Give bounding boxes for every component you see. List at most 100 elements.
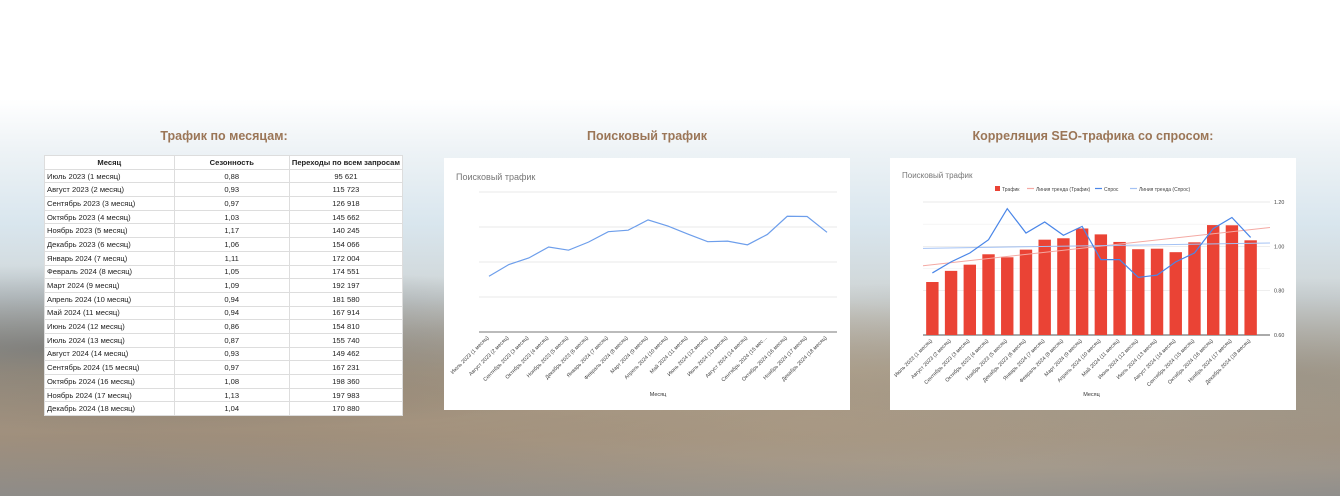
header-month: Месяц (44, 155, 175, 170)
cell-seasonality: 0,93 (173, 346, 290, 362)
traffic-bar (1206, 225, 1220, 335)
table-row: Ноябрь 2024 (17 месяц) 1,13 197 983 (44, 387, 404, 403)
chart-title: Поисковый трафик (902, 171, 973, 180)
traffic-bar (1169, 252, 1182, 335)
cell-month: Май 2024 (11 месяц) (44, 305, 175, 321)
cell-seasonality: 1,13 (173, 387, 290, 403)
table-row: Сентябрь 2023 (3 месяц) 0,97 126 918 (44, 196, 404, 211)
traffic-bar (1001, 257, 1014, 335)
traffic-bar (1188, 242, 1201, 335)
table-row: Май 2024 (11 месяц) 0,94 167 914 (44, 305, 404, 321)
right-y-tick-label: 0.60 (1274, 333, 1284, 339)
cell-clicks: 167 231 (288, 360, 404, 375)
combo-section-title: Корреляция SEO-трафика со спросом: (972, 129, 1214, 143)
cell-clicks: 149 462 (288, 346, 404, 362)
cell-month: Сентябрь 2023 (3 месяц) (44, 196, 175, 211)
traffic-bar (1075, 228, 1089, 335)
traffic-bar (982, 254, 995, 335)
table-row: Декабрь 2023 (6 месяц) 1,06 154 066 (44, 237, 404, 252)
line-chart-card: Поисковый трафик Июль 2023 (1 месяц) Авгус… (444, 158, 850, 410)
cell-month: Ноябрь 2023 (5 месяц) (44, 223, 175, 239)
cell-seasonality: 0,94 (173, 305, 290, 321)
cell-seasonality: 0,97 (173, 360, 290, 375)
cell-clicks: 95 621 (288, 168, 404, 184)
table-row: Апрель 2024 (10 месяц) 0,94 181 580 (44, 291, 404, 307)
table-row: Октябрь 2024 (16 месяц) 1,08 198 360 (44, 374, 404, 389)
cell-clicks: 197 983 (288, 387, 404, 403)
cell-clicks: 155 740 (288, 332, 404, 348)
cell-seasonality: 1,03 (173, 209, 290, 225)
cell-month: Июнь 2024 (12 месяц) (44, 319, 175, 334)
cell-seasonality: 0,86 (173, 319, 290, 334)
cell-clicks: 140 245 (288, 223, 404, 239)
cell-month: Январь 2024 (7 месяц) (44, 250, 175, 266)
traffic-bar (1094, 234, 1108, 335)
traffic-bar (1244, 240, 1257, 335)
legend-label: Линия тренда (Спрос) (1139, 187, 1190, 193)
line-section-title: Поисковый трафик (586, 129, 708, 143)
cell-month: Декабрь 2024 (18 месяц) (44, 401, 175, 417)
traffic-bar (1150, 248, 1164, 335)
cell-clicks: 167 914 (288, 305, 404, 321)
legend-label: Трафик (1002, 187, 1020, 193)
traffic-bar (1113, 241, 1126, 335)
cell-seasonality: 0,97 (173, 196, 290, 211)
table-row: Июль 2023 (1 месяц) 0,88 95 621 (44, 168, 404, 184)
cell-month: Июль 2024 (13 месяц) (44, 332, 175, 348)
cell-month: Июль 2023 (1 месяц) (44, 168, 175, 184)
x-tick-label: Июль 2023 (1 месяц) (450, 335, 491, 376)
cell-clicks: 170 880 (288, 401, 404, 417)
table-row: Июнь 2024 (12 месяц) 0,86 154 810 (44, 319, 404, 334)
cell-seasonality: 0,94 (173, 291, 290, 307)
cell-clicks: 115 723 (288, 182, 404, 198)
table-row: Октябрь 2023 (4 месяц) 1,03 145 662 (44, 209, 404, 225)
cell-clicks: 192 197 (288, 278, 404, 293)
legend-label: Спрос (1104, 187, 1119, 193)
cell-clicks: 181 580 (288, 291, 404, 307)
cell-clicks: 198 360 (288, 374, 404, 389)
cell-seasonality: 1,04 (173, 401, 290, 417)
legend-swatch (995, 186, 1000, 191)
legend-label: Линия тренда (Трафик) (1036, 187, 1091, 193)
table-row: Июль 2024 (13 месяц) 0,87 155 740 (44, 332, 404, 348)
cell-clicks: 154 810 (288, 319, 404, 334)
traffic-line (488, 215, 828, 277)
demand-trendline (922, 242, 1271, 249)
cell-month: Март 2024 (9 месяц) (44, 278, 175, 293)
cell-seasonality: 1,08 (173, 374, 290, 389)
cell-month: Октябрь 2024 (16 месяц) (44, 374, 175, 389)
x-axis-title: Месяц (650, 392, 667, 398)
right-y-tick-label: 1.20 (1274, 200, 1284, 206)
table-row: Август 2024 (14 месяц) 0,93 149 462 (44, 346, 404, 362)
traffic-bar (1057, 238, 1070, 335)
table-row: Декабрь 2024 (18 месяц) 1,04 170 880 (44, 401, 404, 417)
x-tick-label: Май 2024 (11 месяц) (648, 334, 689, 375)
table-row: Август 2023 (2 месяц) 0,93 115 723 (44, 182, 404, 198)
x-axis-title: Месяц (1083, 392, 1100, 398)
cell-seasonality: 1,09 (173, 278, 290, 293)
header-clicks: Переходы по всем запросам (288, 155, 404, 170)
traffic-bar (944, 270, 958, 335)
combo-chart: Поисковый трафик Трафик Линия тренда (Траф… (893, 171, 1284, 398)
cell-seasonality: 1,11 (173, 250, 290, 266)
chart-title: Поисковый трафик (456, 172, 535, 182)
cell-month: Август 2024 (14 месяц) (44, 346, 175, 362)
table-row: Январь 2024 (7 месяц) 1,11 172 004 (44, 250, 404, 266)
cell-clicks: 174 551 (288, 264, 404, 280)
cell-month: Октябрь 2023 (4 месяц) (44, 209, 175, 225)
cell-seasonality: 0,88 (173, 168, 290, 184)
cell-month: Сентябрь 2024 (15 месяц) (44, 360, 175, 375)
cell-month: Декабрь 2023 (6 месяц) (44, 237, 175, 252)
traffic-bar (1132, 249, 1145, 335)
table-header-row: Месяц Сезонность Переходы по всем запрос… (44, 155, 404, 170)
combo-chart-card: Поисковый трафик Трафик Линия тренда (Траф… (890, 158, 1296, 410)
table-row: Март 2024 (9 месяц) 1,09 192 197 (44, 278, 404, 293)
traffic-bar (1019, 249, 1033, 335)
cell-month: Апрель 2024 (10 месяц) (44, 291, 175, 307)
cell-seasonality: 0,93 (173, 182, 290, 198)
right-y-tick-label: 0.80 (1274, 289, 1284, 295)
cell-month: Август 2023 (2 месяц) (44, 182, 175, 198)
table-row: Ноябрь 2023 (5 месяц) 1,17 140 245 (44, 223, 404, 239)
x-tick-label: Март 2024 (9 месяц) (610, 335, 650, 375)
